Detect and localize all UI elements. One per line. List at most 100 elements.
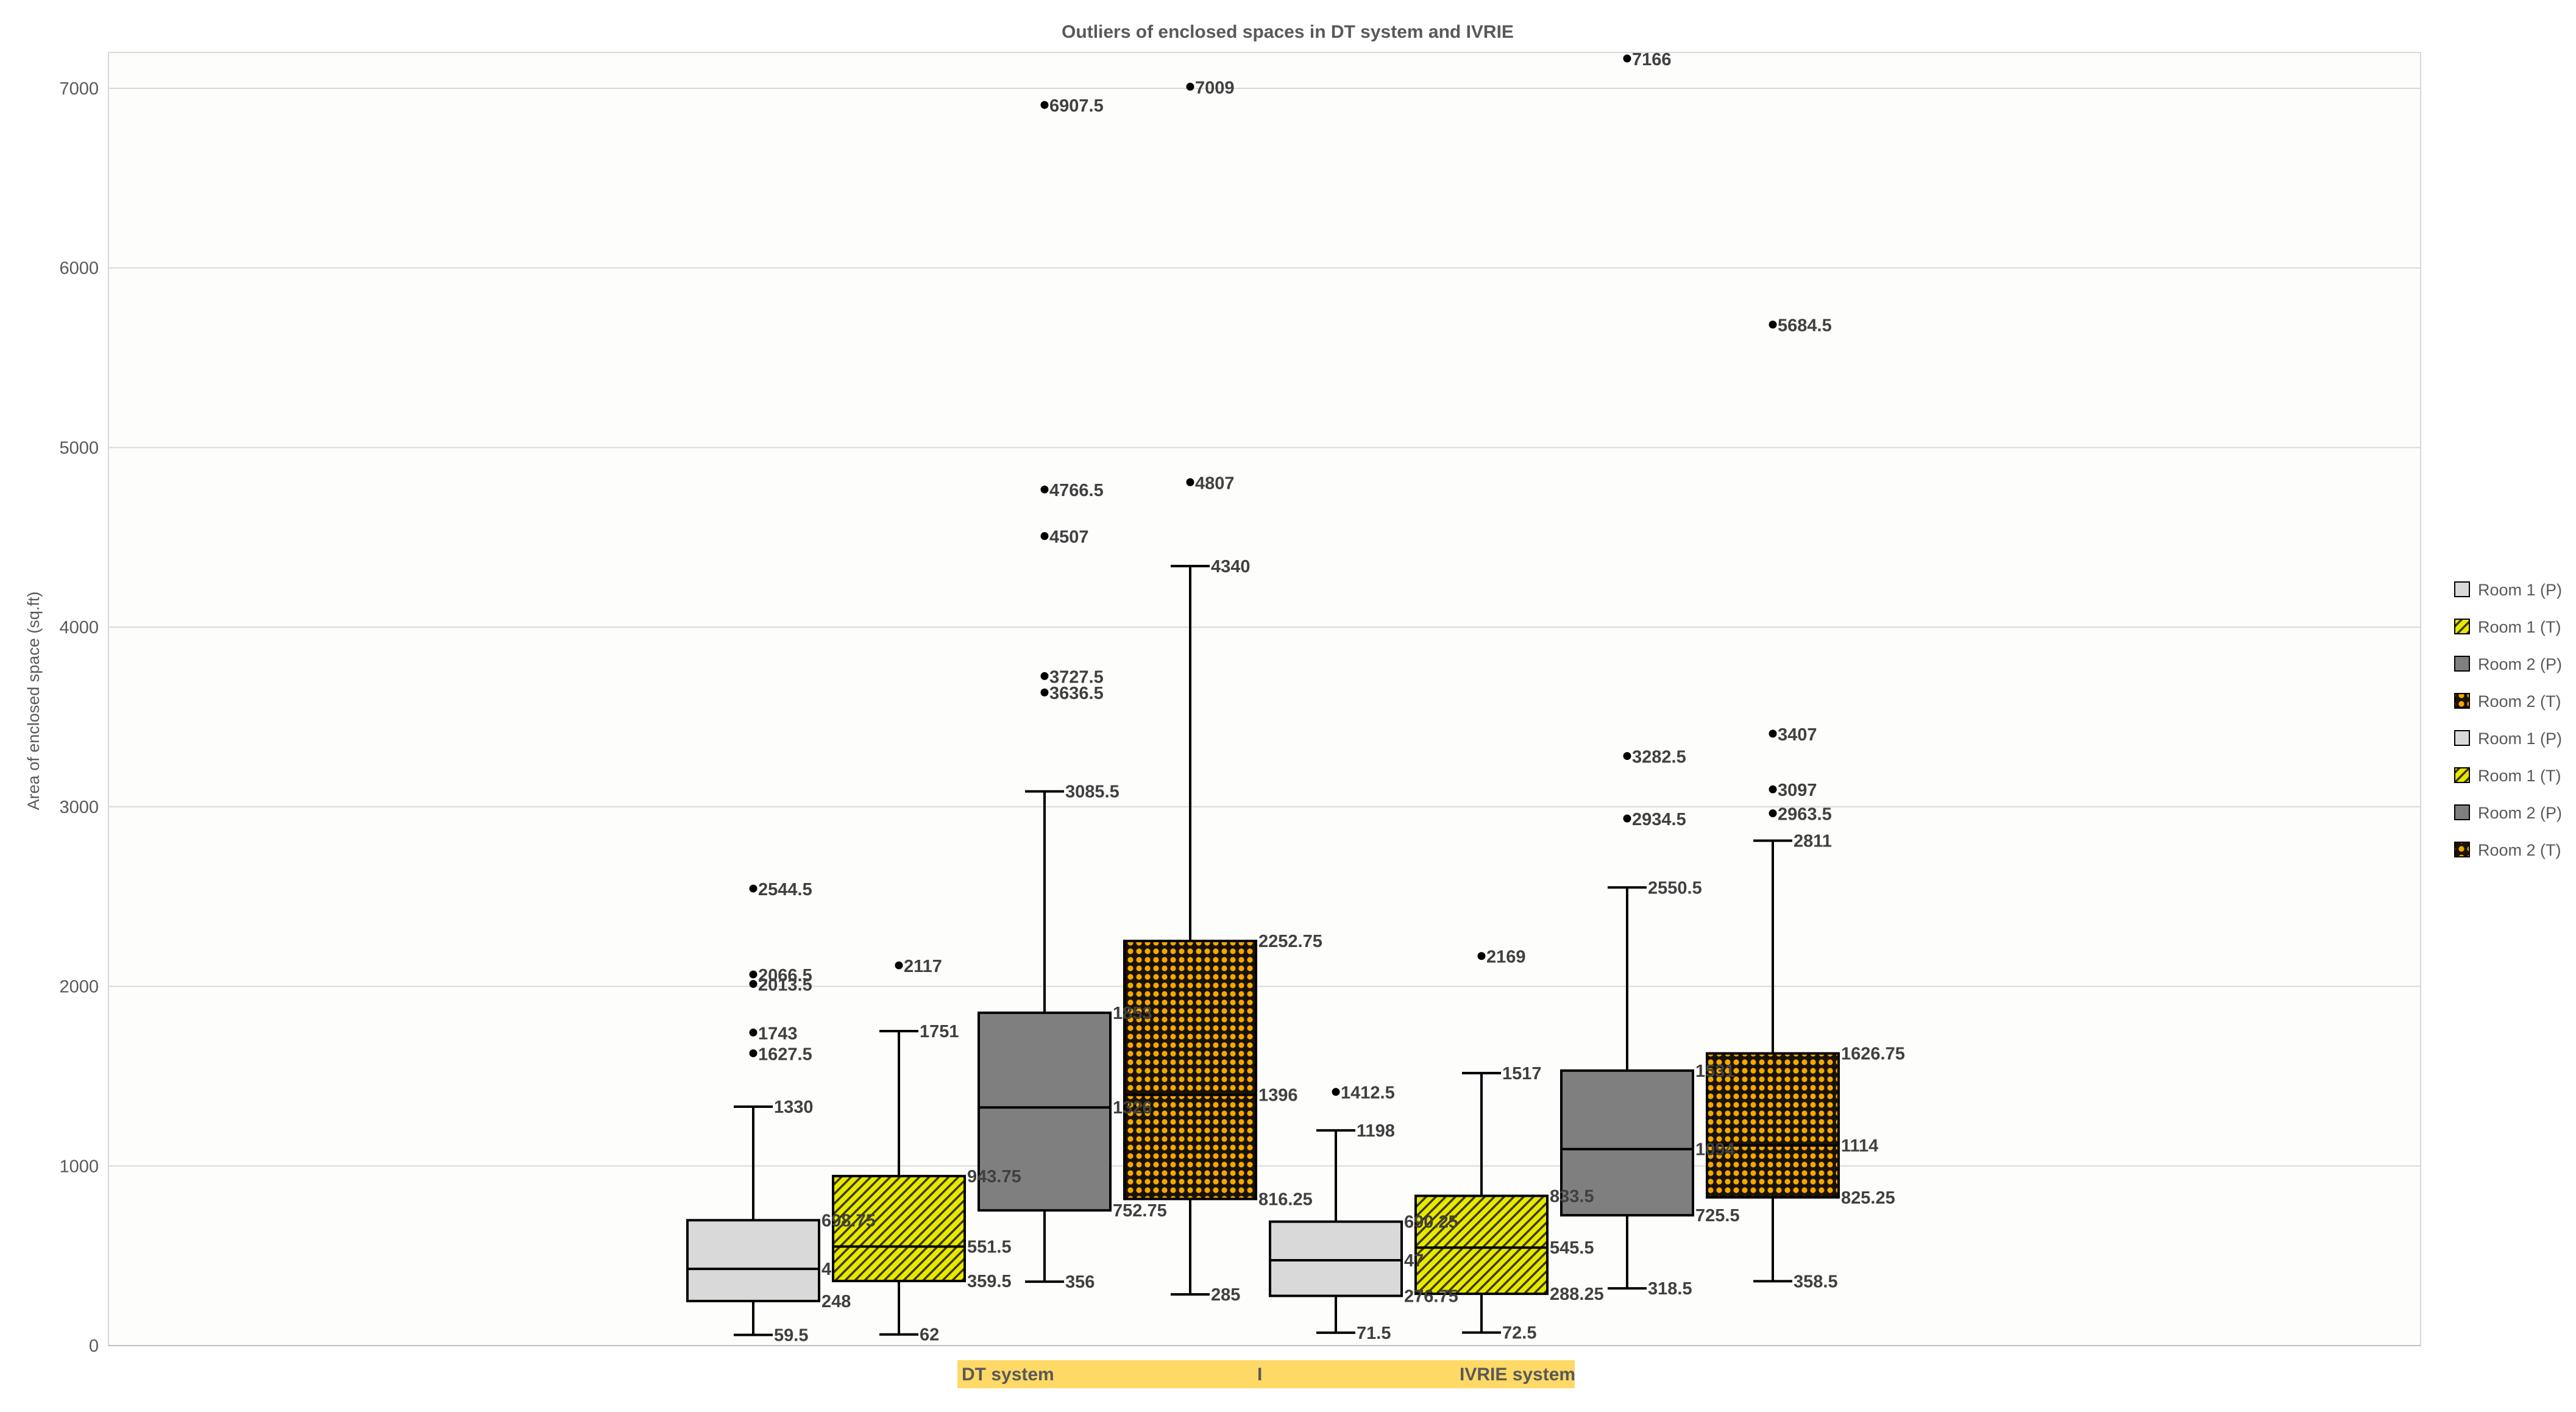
q1-label: 288.25 bbox=[1550, 1285, 1604, 1304]
max-label: 3085.5 bbox=[1065, 782, 1119, 802]
q1-label: 359.5 bbox=[967, 1272, 1012, 1291]
y-tick-label: 6000 bbox=[59, 259, 99, 278]
box-series bbox=[1706, 321, 1840, 1283]
outlier-point bbox=[1477, 952, 1486, 960]
outlier-label: 7009 bbox=[1195, 78, 1235, 98]
legend-label: Room 1 (P) bbox=[2478, 581, 2562, 599]
category-label: I bbox=[1257, 1364, 1262, 1385]
category-band bbox=[957, 1360, 1575, 1388]
box-iqr bbox=[1123, 940, 1257, 1201]
box-iqr bbox=[1269, 1220, 1403, 1297]
legend-swatch bbox=[2454, 730, 2470, 746]
category-label: DT system bbox=[962, 1364, 1054, 1385]
box-iqr bbox=[1414, 1194, 1549, 1296]
plot-area bbox=[108, 52, 2421, 1346]
median-label: 1114 bbox=[1841, 1137, 1878, 1156]
q1-label: 248 bbox=[821, 1292, 851, 1311]
outlier-label: 7166 bbox=[1632, 50, 1672, 69]
legend-item: Room 1 (P) bbox=[2454, 729, 2562, 748]
outlier-point bbox=[1623, 752, 1631, 761]
outlier-label: 2544.5 bbox=[758, 880, 812, 899]
outlier-label: 1627.5 bbox=[758, 1045, 812, 1064]
min-label: 72.5 bbox=[1502, 1324, 1536, 1343]
legend-swatch bbox=[2454, 693, 2470, 709]
category-label: IVRIE system bbox=[1460, 1364, 1575, 1385]
box-series bbox=[1560, 54, 1694, 1290]
outlier-point bbox=[1186, 82, 1194, 91]
legend-item: Room 2 (T) bbox=[2454, 692, 2561, 711]
q1-label: 725.5 bbox=[1695, 1206, 1740, 1226]
max-label: 1330 bbox=[774, 1098, 814, 1117]
median-label: 1396 bbox=[1258, 1086, 1298, 1105]
outlier-point bbox=[1623, 54, 1631, 63]
box-series bbox=[1123, 82, 1257, 1296]
legend-swatch bbox=[2454, 842, 2470, 857]
legend-label: Room 1 (P) bbox=[2478, 729, 2562, 748]
median-label: 1326 bbox=[1113, 1098, 1152, 1118]
outlier-point bbox=[1769, 785, 1777, 793]
min-label: 356 bbox=[1065, 1272, 1095, 1292]
y-tick-label: 5000 bbox=[59, 438, 99, 458]
legend-item: Room 1 (T) bbox=[2454, 767, 2561, 785]
legend-swatch bbox=[2454, 619, 2470, 634]
outlier-point bbox=[1769, 809, 1777, 818]
outlier-label: 3636.5 bbox=[1049, 684, 1104, 703]
chart-title: Outliers of enclosed spaces in DT system… bbox=[1062, 22, 1514, 42]
max-label: 4340 bbox=[1211, 557, 1251, 577]
box-series bbox=[686, 884, 820, 1336]
q3-label: 690.25 bbox=[1404, 1213, 1458, 1232]
outlier-label: 2934.5 bbox=[1632, 810, 1686, 829]
max-label: 1751 bbox=[920, 1022, 959, 1041]
median-label: 551.5 bbox=[967, 1237, 1012, 1257]
outlier-point bbox=[895, 961, 903, 970]
q1-label: 816.25 bbox=[1258, 1190, 1313, 1209]
q3-label: 1853 bbox=[1113, 1004, 1152, 1023]
outlier-point bbox=[749, 980, 758, 988]
outlier-label: 5684.5 bbox=[1778, 316, 1832, 336]
box-series bbox=[978, 101, 1112, 1283]
outlier-label: 3097 bbox=[1778, 781, 1817, 800]
outlier-point bbox=[749, 1028, 758, 1037]
max-label: 2550.5 bbox=[1648, 878, 1702, 898]
outlier-point bbox=[1769, 321, 1777, 329]
outlier-point bbox=[1040, 485, 1049, 494]
legend-item: Room 2 (P) bbox=[2454, 655, 2562, 673]
outlier-point bbox=[1040, 688, 1049, 697]
legend-swatch bbox=[2454, 656, 2470, 672]
max-label: 1517 bbox=[1502, 1064, 1542, 1084]
q3-label: 698.75 bbox=[821, 1211, 876, 1230]
outlier-label: 1743 bbox=[758, 1024, 798, 1043]
outlier-point bbox=[1769, 729, 1777, 738]
outlier-label: 2169 bbox=[1486, 948, 1526, 967]
box-iqr bbox=[832, 1174, 966, 1283]
outlier-label: 3282.5 bbox=[1632, 748, 1686, 767]
legend-label: Room 2 (T) bbox=[2478, 692, 2561, 711]
y-tick-label: 1000 bbox=[59, 1157, 99, 1176]
legend-item: Room 1 (P) bbox=[2454, 581, 2562, 599]
box-iqr bbox=[978, 1011, 1112, 1212]
outlier-point bbox=[1186, 478, 1194, 486]
legend-item: Room 1 (T) bbox=[2454, 618, 2561, 636]
outlier-label: 6907.5 bbox=[1049, 96, 1104, 116]
outlier-point bbox=[749, 1049, 758, 1057]
outlier-point bbox=[1623, 814, 1631, 823]
outlier-label: 2013.5 bbox=[758, 976, 812, 995]
outlier-label: 2963.5 bbox=[1778, 805, 1832, 825]
min-label: 71.5 bbox=[1357, 1324, 1391, 1343]
median-label: 545.5 bbox=[1550, 1238, 1594, 1258]
box-series bbox=[1269, 1088, 1403, 1334]
q1-label: 752.75 bbox=[1113, 1201, 1167, 1221]
outlier-label: 3727.5 bbox=[1049, 667, 1104, 687]
outlier-label: 4807 bbox=[1195, 474, 1235, 493]
outlier-point bbox=[1332, 1088, 1340, 1096]
q3-label: 943.75 bbox=[967, 1167, 1021, 1187]
median-label: 47 bbox=[1404, 1251, 1424, 1271]
legend-item: Room 2 (T) bbox=[2454, 841, 2561, 859]
outlier-point bbox=[1040, 101, 1049, 109]
box-series bbox=[1414, 952, 1549, 1334]
min-label: 62 bbox=[920, 1325, 939, 1345]
max-label: 1198 bbox=[1357, 1121, 1395, 1141]
box-iqr bbox=[686, 1219, 820, 1302]
